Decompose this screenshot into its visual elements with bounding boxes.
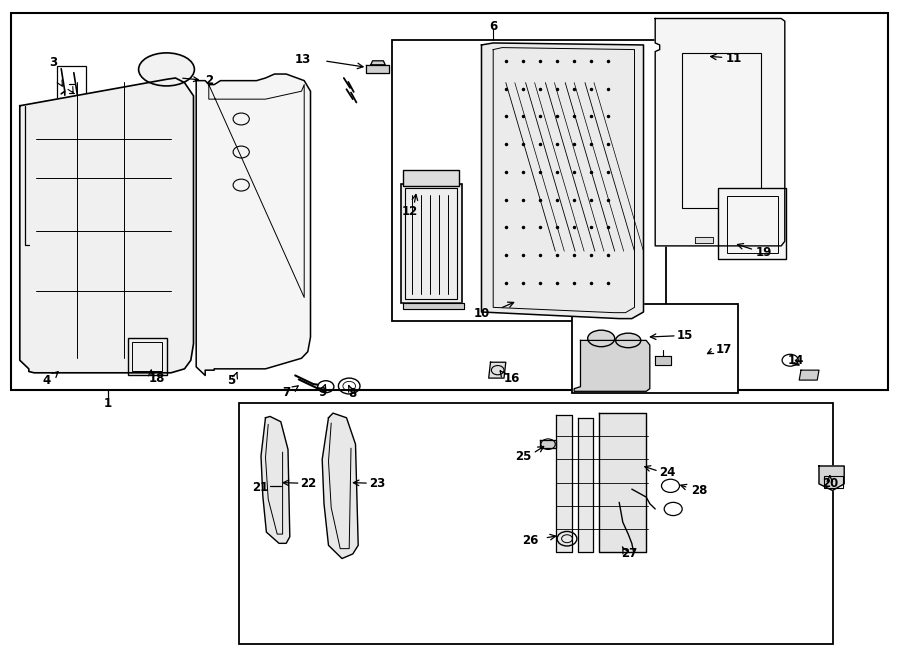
Bar — [718, 188, 786, 259]
Text: 14: 14 — [788, 354, 804, 367]
Ellipse shape — [588, 330, 615, 346]
Polygon shape — [366, 65, 389, 73]
Ellipse shape — [616, 333, 641, 348]
Text: 12: 12 — [401, 205, 418, 218]
Polygon shape — [556, 415, 572, 552]
Polygon shape — [20, 78, 194, 373]
Polygon shape — [489, 362, 506, 378]
Text: 23: 23 — [369, 477, 385, 490]
Text: 24: 24 — [659, 466, 675, 479]
Text: 4: 4 — [42, 373, 51, 387]
Polygon shape — [371, 61, 385, 65]
Polygon shape — [655, 19, 785, 246]
Polygon shape — [482, 43, 644, 319]
Polygon shape — [261, 416, 290, 543]
Text: 9: 9 — [318, 386, 327, 399]
Bar — [128, 338, 166, 375]
Bar — [392, 40, 666, 321]
Text: 7: 7 — [282, 386, 291, 399]
Bar — [11, 13, 888, 390]
Text: 18: 18 — [148, 372, 165, 385]
Text: 2: 2 — [183, 74, 213, 87]
Text: 21: 21 — [252, 481, 268, 494]
Text: 6: 6 — [489, 20, 498, 33]
Bar — [572, 304, 738, 393]
Polygon shape — [598, 413, 646, 552]
Text: 16: 16 — [504, 371, 520, 385]
Bar — [824, 476, 843, 488]
Bar — [682, 53, 761, 208]
Text: 27: 27 — [621, 547, 637, 561]
Text: 25: 25 — [515, 449, 531, 463]
Polygon shape — [819, 466, 844, 490]
Polygon shape — [322, 413, 358, 559]
Text: 1: 1 — [104, 397, 112, 410]
Polygon shape — [655, 356, 670, 365]
Polygon shape — [403, 303, 464, 309]
Polygon shape — [799, 370, 819, 380]
Text: 17: 17 — [716, 342, 732, 356]
Bar — [400, 184, 462, 303]
Bar — [405, 188, 457, 299]
Bar — [132, 342, 162, 371]
Text: 10: 10 — [473, 307, 490, 321]
Text: 20: 20 — [822, 477, 838, 490]
Text: 5: 5 — [227, 373, 236, 387]
Bar — [238, 403, 832, 644]
Bar — [403, 170, 459, 186]
Text: 28: 28 — [691, 484, 707, 497]
Polygon shape — [540, 440, 556, 448]
Polygon shape — [574, 340, 650, 391]
Text: 11: 11 — [725, 52, 742, 65]
Bar — [727, 196, 778, 253]
Text: 8: 8 — [348, 387, 357, 400]
Text: 13: 13 — [294, 53, 310, 66]
Bar — [57, 66, 86, 100]
Text: 15: 15 — [677, 329, 693, 342]
Text: 22: 22 — [301, 477, 317, 490]
Polygon shape — [695, 237, 713, 243]
Polygon shape — [196, 74, 310, 375]
Text: 3: 3 — [50, 56, 58, 69]
Polygon shape — [578, 418, 593, 552]
Ellipse shape — [139, 53, 194, 86]
Text: 19: 19 — [756, 246, 772, 259]
Text: 26: 26 — [522, 533, 538, 547]
